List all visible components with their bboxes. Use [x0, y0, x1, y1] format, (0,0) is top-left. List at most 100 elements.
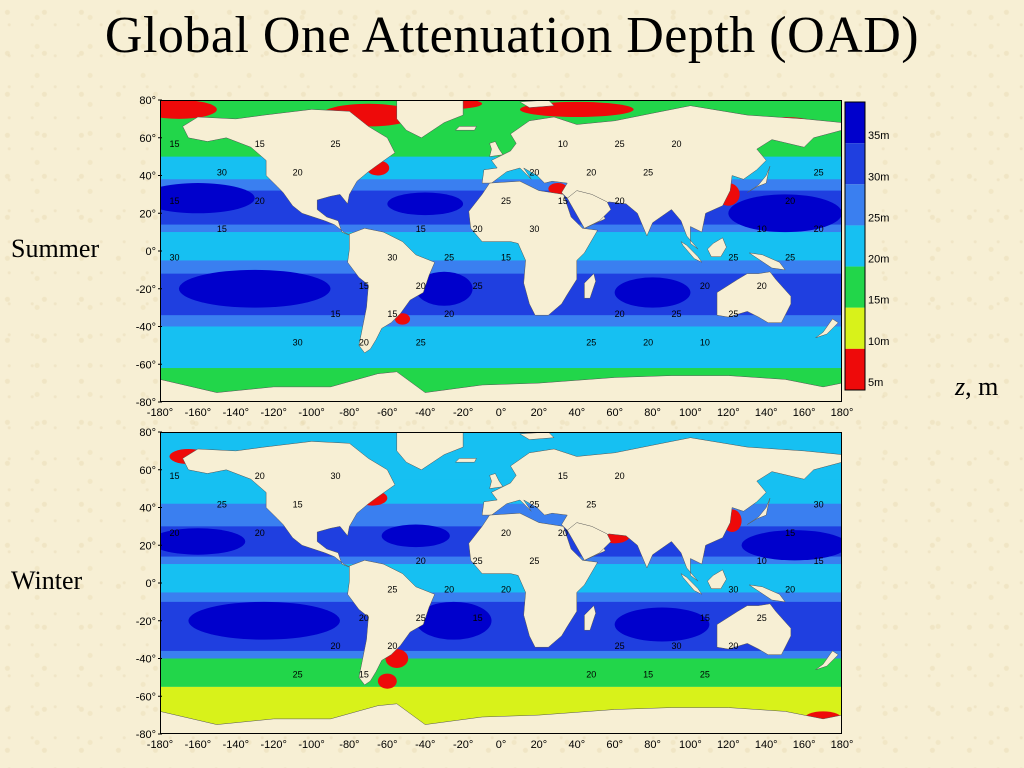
land-sumatra — [680, 240, 703, 263]
lat-tick-label: 40° — [139, 171, 156, 183]
contour-label: 10 — [700, 337, 710, 347]
lon-tick-label: 60° — [606, 407, 623, 419]
contour-label: 20 — [785, 584, 795, 594]
contour-label: 20 — [444, 584, 454, 594]
lon-tick-label: 100° — [679, 739, 702, 751]
contour-label: 15 — [293, 500, 303, 510]
deep-gyre-3 — [614, 277, 691, 308]
lat-tick-label: -20° — [136, 616, 156, 628]
contour-label: 20 — [785, 196, 795, 206]
land-arabia — [566, 522, 612, 561]
lon-tick-label: 80° — [644, 407, 661, 419]
contour-label: 15 — [558, 196, 568, 206]
land-iceland — [454, 126, 477, 131]
lon-tick-label: 180° — [831, 739, 854, 751]
land-antarctica — [160, 371, 842, 402]
land-new-zealand — [815, 650, 839, 671]
contour-label: 20 — [501, 528, 511, 538]
lon-tick-label: -120° — [260, 407, 286, 419]
contour-label: 20 — [643, 337, 653, 347]
colorbar-swatch — [845, 307, 865, 349]
deep-gyre-4 — [741, 530, 842, 561]
lon-tick-label: -60° — [377, 407, 397, 419]
contour-label: 20 — [255, 528, 265, 538]
lon-tick-label: -20° — [453, 739, 473, 751]
contour-label: 15 — [558, 471, 568, 481]
contour-label: 20 — [700, 281, 710, 291]
contour-label: 15 — [785, 528, 795, 538]
contour-label: 20 — [293, 168, 303, 178]
lon-tick-label: 0° — [496, 407, 507, 419]
contour-label: 20 — [359, 337, 369, 347]
contour-label: 25 — [501, 196, 511, 206]
land-uk — [489, 473, 504, 489]
deep-gyre-1 — [178, 269, 331, 308]
contour-label: 30 — [331, 471, 341, 481]
lon-tick-label: 20° — [531, 407, 548, 419]
contour-label: 25 — [586, 500, 596, 510]
colorbar-level-label: 35m — [868, 130, 889, 142]
contour-label: 15 — [814, 556, 824, 566]
contour-label: 20 — [529, 168, 539, 178]
colorbar-level-label: 25m — [868, 212, 889, 224]
land-new-guinea — [749, 584, 786, 603]
contour-label: 20 — [169, 528, 179, 538]
lat-tick-label: -40° — [136, 322, 156, 334]
land-iceland — [454, 458, 477, 463]
contour-label: 10 — [757, 556, 767, 566]
lon-tick-label: 40° — [568, 407, 585, 419]
contour-label: 20 — [728, 641, 738, 651]
lon-tick-label: 40° — [568, 739, 585, 751]
lat-tick-label: -80° — [136, 729, 156, 741]
deep-gyre-0 — [160, 183, 255, 214]
land-africa — [468, 180, 599, 316]
land-borneo — [707, 569, 727, 589]
contour-label: 20 — [586, 669, 596, 679]
contour-label: 15 — [359, 281, 369, 291]
land-greenland — [396, 432, 464, 471]
land-madagascar — [584, 605, 596, 631]
contour-label: 20 — [558, 528, 568, 538]
contour-label: 15 — [359, 669, 369, 679]
lon-tick-label: -160° — [185, 407, 211, 419]
colorbar-swatch — [845, 348, 865, 390]
colorbar-level-label: 20m — [868, 254, 889, 266]
lon-tick-label: 20° — [531, 739, 548, 751]
contour-label: 10 — [558, 139, 568, 149]
southern-band — [160, 658, 842, 687]
lon-tick-label: -160° — [185, 739, 211, 751]
contour-label: 15 — [416, 224, 426, 234]
page-title: Global One Attenuation Depth (OAD) — [104, 7, 920, 64]
contour-label: 30 — [728, 584, 738, 594]
contour-label: 20 — [255, 471, 265, 481]
southern-band — [160, 326, 842, 369]
lat-tick-label: 20° — [139, 540, 156, 552]
contour-label: 25 — [615, 139, 625, 149]
contour-label: 15 — [169, 471, 179, 481]
contour-label: 20 — [444, 309, 454, 319]
contour-label: 25 — [529, 500, 539, 510]
contour-label: 25 — [387, 584, 397, 594]
contour-label: 15 — [169, 139, 179, 149]
contour-label: 25 — [473, 281, 483, 291]
colorbar-swatch — [845, 184, 865, 226]
deep-gyre-0 — [160, 528, 246, 555]
z-variable: z — [955, 372, 966, 401]
deep-gyre-3 — [614, 607, 710, 642]
contour-label: 15 — [501, 252, 511, 262]
lat-tick-label: -80° — [136, 397, 156, 409]
contour-label: 30 — [293, 337, 303, 347]
colorbar-level-label: 15m — [868, 295, 889, 307]
deep-gyre-1 — [188, 601, 340, 640]
lon-tick-label: -60° — [377, 739, 397, 751]
contour-label: 25 — [615, 641, 625, 651]
contour-label: 20 — [331, 641, 341, 651]
lon-tick-label: 60° — [606, 739, 623, 751]
lon-tick-label: -140° — [223, 739, 249, 751]
land-north-america — [182, 109, 396, 237]
contour-label: 20 — [416, 281, 426, 291]
contour-label: 15 — [700, 613, 710, 623]
coastal-zone-6 — [394, 313, 411, 325]
lat-tick-label: 20° — [139, 208, 156, 220]
contour-label: 20 — [501, 584, 511, 594]
